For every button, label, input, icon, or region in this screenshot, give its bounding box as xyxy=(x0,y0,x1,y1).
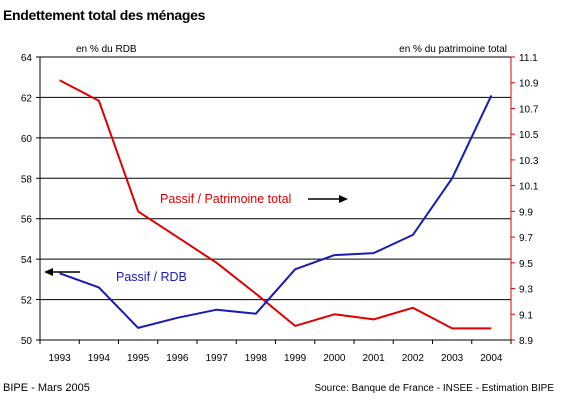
x-tick-label: 2002 xyxy=(402,353,425,364)
footer-source: Source: Banque de France - INSEE - Estim… xyxy=(314,383,554,394)
left-tick-label: 60 xyxy=(21,134,33,145)
x-tick-label: 1995 xyxy=(127,353,150,364)
right-tick-label: 9.7 xyxy=(519,233,533,244)
right-tick-label: 10.9 xyxy=(519,79,539,90)
x-tick-label: 1993 xyxy=(49,353,72,364)
x-tick-label: 1996 xyxy=(166,353,189,364)
series-line-patrimoine xyxy=(59,79,492,330)
x-tick-label: 1998 xyxy=(245,353,268,364)
x-tick-label: 1999 xyxy=(284,353,307,364)
left-tick-label: 58 xyxy=(21,174,33,185)
right-tick-label: 10.3 xyxy=(519,156,539,167)
left-tick-label: 62 xyxy=(21,93,33,104)
left-axis-label: en % du RDB xyxy=(76,44,137,55)
x-tick-label: 1997 xyxy=(206,353,229,364)
x-tick-label: 2003 xyxy=(441,353,464,364)
footer-left: BIPE - Mars 2005 xyxy=(3,382,90,394)
annotation-rdb: Passif / RDB xyxy=(44,268,187,284)
chart-title: Endettement total des ménages xyxy=(3,7,206,23)
left-tick-label: 52 xyxy=(21,296,33,307)
x-axis-ticks: 1993 1994 1995 1996 1997 1998 1999 2000 2001 2002… xyxy=(39,340,512,364)
annotation-patrimoine: Passif / Patrimoine total xyxy=(160,192,348,206)
left-tick-label: 64 xyxy=(21,53,33,64)
left-tick-label: 50 xyxy=(21,336,33,347)
right-axis-ticks: 8.9 9.1 9.3 9.5 9.7 9.9 10.1 10.3 10.5 10.7 10.9 11… xyxy=(511,53,539,347)
right-tick-label: 9.9 xyxy=(519,207,533,218)
right-tick-label: 10.1 xyxy=(519,182,539,193)
left-tick-label: 56 xyxy=(21,215,33,226)
right-tick-label: 11.1 xyxy=(519,53,538,64)
x-tick-label: 2001 xyxy=(363,353,386,364)
right-tick-label: 8.9 xyxy=(519,336,533,347)
right-axis-label: en % du patrimoine total xyxy=(399,44,507,55)
right-tick-label: 10.5 xyxy=(519,130,539,141)
series-lines xyxy=(59,79,493,330)
x-tick-label: 2000 xyxy=(323,353,346,364)
annotation-patrimoine-label: Passif / Patrimoine total xyxy=(160,192,291,206)
left-tick-label: 54 xyxy=(21,255,33,266)
x-tick-label: 2004 xyxy=(480,353,503,364)
annotation-rdb-label: Passif / RDB xyxy=(116,270,187,284)
right-tick-label: 10.7 xyxy=(519,104,539,115)
right-tick-label: 9.3 xyxy=(519,285,533,296)
right-tick-label: 9.1 xyxy=(519,310,533,321)
arrow-left-head-icon xyxy=(44,268,53,276)
arrow-right-head-icon xyxy=(339,195,348,203)
right-tick-label: 9.5 xyxy=(519,259,533,270)
x-tick-label: 1994 xyxy=(88,353,111,364)
gridlines xyxy=(40,56,511,341)
left-axis-ticks: 50 52 54 56 58 60 62 64 xyxy=(21,53,40,347)
series-line-rdb xyxy=(59,94,493,329)
